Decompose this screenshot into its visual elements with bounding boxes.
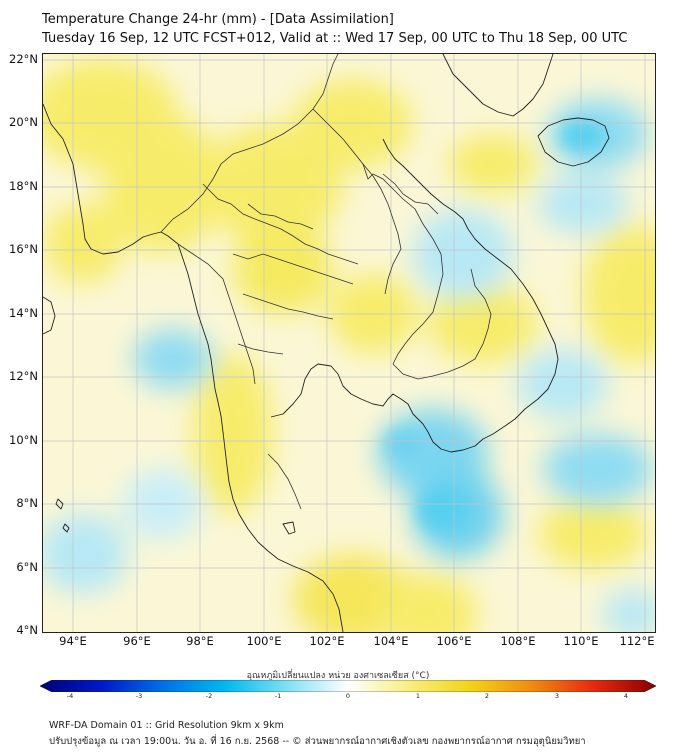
- lat-label-16n: 16°N: [9, 242, 38, 256]
- lat-label-18n: 18°N: [9, 179, 38, 193]
- map-panel: [42, 53, 656, 633]
- lat-lon-gridlines: [43, 54, 655, 632]
- colorbar-tick-2: 2: [484, 692, 490, 700]
- lon-label-94e: 94°E: [59, 634, 87, 648]
- lon-label-96e: 96°E: [123, 634, 151, 648]
- lat-label-10n: 10°N: [9, 433, 38, 447]
- country-boundaries: [160, 54, 492, 510]
- coastlines-and-borders: [43, 54, 610, 632]
- lat-label-6n: 6°N: [16, 560, 38, 574]
- lat-label-22n: 22°N: [9, 52, 38, 66]
- lon-label-106e: 106°E: [436, 634, 472, 648]
- strong-cool-spots: [385, 121, 605, 531]
- lon-label-112e: 112°E: [619, 634, 655, 648]
- colorbar-tick-neg3: -3: [135, 692, 143, 700]
- colorbar-tick-0: 0: [345, 692, 351, 700]
- colorbar-tick-neg2: -2: [205, 692, 213, 700]
- colorbar-tick-1: 1: [415, 692, 421, 700]
- colorbar-tick-3: 3: [554, 692, 560, 700]
- lon-label-102e: 102°E: [309, 634, 345, 648]
- chart-subtitle: Tuesday 16 Sep, 12 UTC FCST+012, Valid a…: [42, 31, 628, 46]
- lat-label-14n: 14°N: [9, 306, 38, 320]
- colorbar-tick-neg4: -4: [66, 692, 74, 700]
- colorbar-title: อุณหภูมิเปลี่ยนแปลง หน่วย องศาเซลเซียส (…: [246, 671, 430, 681]
- colorbar-tick-neg1: -1: [274, 692, 282, 700]
- lon-label-104e: 104°E: [373, 634, 409, 648]
- lat-label-4n: 4°N: [16, 623, 38, 637]
- lon-label-108e: 108°E: [500, 634, 536, 648]
- chart-title: Temperature Change 24-hr (mm) - [Data As…: [42, 12, 394, 27]
- lon-label-100e: 100°E: [246, 634, 282, 648]
- lon-label-110e: 110°E: [563, 634, 599, 648]
- lat-label-20n: 20°N: [9, 115, 38, 129]
- colorbar: [40, 680, 656, 692]
- lat-label-8n: 8°N: [16, 496, 38, 510]
- footer-model-info: WRF-DA Domain 01 :: Grid Resolution 9km …: [49, 720, 284, 731]
- footer-credit: ปรับปรุงข้อมูล ณ เวลา 19:00น. วัน อ. ที่…: [49, 736, 586, 747]
- warm-anomaly-areas: [43, 59, 655, 632]
- temperature-field-map: [43, 54, 655, 632]
- lon-label-98e: 98°E: [186, 634, 214, 648]
- colorbar-tick-4: 4: [623, 692, 629, 700]
- colorbar-bar: [40, 680, 656, 692]
- lat-label-12n: 12°N: [9, 369, 38, 383]
